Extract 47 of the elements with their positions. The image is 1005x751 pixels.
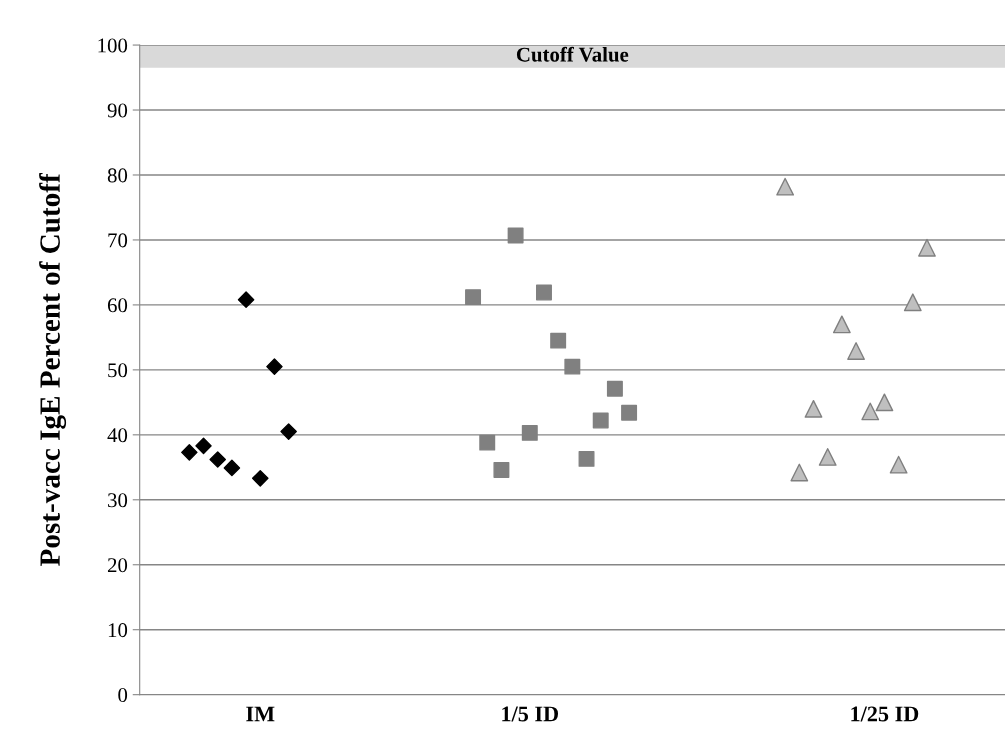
point xyxy=(479,434,496,451)
point xyxy=(280,423,297,440)
x-tick-label: 1/5 ID xyxy=(502,706,559,722)
x-tick-label: 1/25 ID xyxy=(851,706,919,722)
point xyxy=(195,437,212,455)
band-label: Cutoff Value xyxy=(516,46,629,62)
point xyxy=(181,444,198,461)
point xyxy=(790,463,809,482)
y-tick-label: 0 xyxy=(118,688,128,703)
point xyxy=(832,315,851,334)
point xyxy=(818,448,837,466)
y-axis-title: Post-vacc IgE Percent of Cutoff xyxy=(39,173,67,566)
y-tick-label: 80 xyxy=(107,168,128,183)
y-tick-label: 30 xyxy=(108,493,128,508)
point xyxy=(507,227,524,244)
point xyxy=(776,177,795,196)
point xyxy=(465,289,482,306)
point xyxy=(621,404,638,421)
point xyxy=(223,459,241,477)
point xyxy=(564,358,581,375)
y-tick-label: 40 xyxy=(107,428,128,443)
point xyxy=(875,393,894,412)
point xyxy=(550,332,567,349)
point xyxy=(493,461,510,478)
point xyxy=(237,291,255,309)
y-tick-label: 100 xyxy=(98,38,128,53)
point xyxy=(903,293,922,312)
point xyxy=(804,399,823,418)
point xyxy=(847,342,865,360)
y-tick-label: 20 xyxy=(107,558,128,573)
point xyxy=(535,284,552,301)
y-tick-label: 10 xyxy=(108,623,128,638)
point xyxy=(918,238,936,257)
y-tick-label: 60 xyxy=(107,298,128,313)
point xyxy=(209,451,227,468)
point xyxy=(861,402,880,421)
point xyxy=(578,450,595,467)
y-tick-label: 90 xyxy=(107,103,128,118)
point xyxy=(521,424,538,441)
point xyxy=(606,380,623,397)
point xyxy=(266,358,283,375)
point xyxy=(592,412,609,429)
y-tick-label: 70 xyxy=(108,233,128,248)
point xyxy=(251,470,269,487)
point xyxy=(889,455,908,474)
x-tick-label: IM xyxy=(246,706,275,722)
y-tick-label: 50 xyxy=(108,363,128,378)
